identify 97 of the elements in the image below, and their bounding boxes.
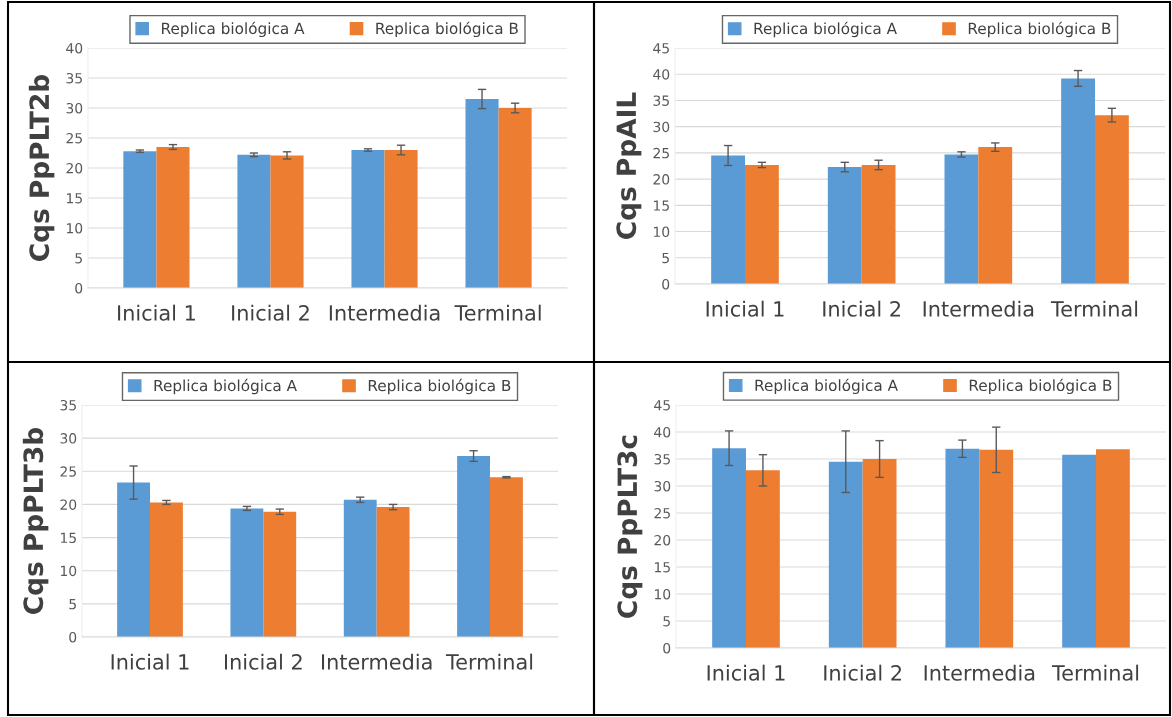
x-tick-label: Terminal (1051, 664, 1139, 681)
y-tick-label: 15 (60, 532, 76, 544)
x-tick-label: Inicial 1 (111, 653, 189, 670)
x-tick-label: Inicial 2 (224, 653, 302, 670)
y-tick-label: 0 (663, 642, 671, 654)
y-tick-label: 15 (66, 193, 82, 204)
y-tick-label: 25 (653, 147, 669, 159)
y-tick-label: 40 (654, 426, 671, 438)
bar (457, 456, 490, 637)
y-tick-label: 30 (66, 102, 83, 114)
bar (979, 449, 1014, 648)
y-tick-label: 35 (653, 95, 669, 106)
legend-label: Replica biológica B (969, 378, 1112, 395)
y-tick-label: 10 (66, 222, 83, 234)
x-tick-label: Inicial 2 (824, 664, 901, 681)
y-tick-label: 30 (653, 121, 670, 133)
y-tick-label: 10 (60, 565, 77, 577)
bar (498, 108, 532, 288)
bar (384, 150, 418, 288)
bar (490, 477, 523, 637)
x-tick-label: Intermedia (329, 304, 440, 321)
legend-label: Replica biológica A (154, 378, 297, 395)
bar (944, 154, 979, 284)
y-axis-title: Cqs PpPLT2b (28, 74, 55, 261)
bar (270, 155, 304, 288)
y-tick-label: 35 (654, 453, 670, 465)
bar (1061, 78, 1095, 284)
bar (263, 511, 297, 637)
y-tick-label: 5 (69, 599, 76, 610)
x-tick-label: Inicial 1 (706, 300, 784, 317)
y-tick-label: 20 (60, 499, 77, 510)
bar (862, 459, 897, 648)
y-tick-label: 20 (66, 162, 83, 174)
y-tick-label: 25 (60, 466, 76, 477)
bar (978, 147, 1013, 284)
x-tick-label: Intermedia (924, 664, 1035, 681)
y-tick-label: 15 (654, 562, 670, 573)
legend-label: Replica biológica B (368, 378, 511, 395)
y-axis-title: Cqs PpPLT3c (617, 435, 643, 618)
bar (1095, 115, 1129, 284)
y-axis-title: Cqs PpAIL (616, 92, 642, 239)
bar (230, 508, 264, 637)
bar (123, 151, 157, 288)
bar (711, 155, 745, 284)
bar (465, 99, 499, 288)
x-tick-label: Inicial 2 (823, 300, 900, 317)
x-tick-label: Intermedia (923, 300, 1034, 317)
y-tick-label: 45 (653, 43, 669, 54)
y-tick-label: 5 (75, 253, 82, 264)
legend-label: Replica biológica B (968, 21, 1111, 38)
x-tick-label: Inicial 2 (232, 304, 309, 321)
bar (156, 147, 190, 288)
y-axis-title: Cqs PpPLT3b (22, 427, 49, 614)
x-tick-label: Inicial 1 (707, 664, 785, 681)
x-tick-label: Inicial 1 (118, 304, 195, 321)
y-tick-label: 0 (69, 631, 77, 643)
x-tick-label: Terminal (454, 304, 541, 321)
y-tick-label: 30 (60, 433, 77, 444)
y-tick-label: 10 (654, 588, 671, 600)
bar (117, 482, 150, 637)
y-tick-label: 45 (654, 400, 670, 411)
bar (828, 461, 863, 648)
y-tick-label: 25 (654, 507, 670, 519)
y-tick-label: 0 (662, 278, 670, 290)
y-tick-label: 35 (60, 399, 76, 411)
bar (351, 150, 385, 288)
bar (1062, 454, 1096, 648)
y-tick-label: 30 (654, 480, 671, 492)
bar (712, 448, 746, 648)
x-tick-label: Terminal (445, 653, 533, 670)
legend-label: Replica biológica B (376, 21, 518, 38)
y-tick-label: 20 (653, 174, 670, 185)
bar (376, 507, 410, 637)
bar (150, 502, 183, 637)
y-tick-label: 10 (653, 226, 670, 238)
legend-label: Replica biológica A (755, 378, 898, 395)
bar (1096, 449, 1130, 648)
legend-label: Replica biológica A (754, 21, 897, 38)
bar (746, 470, 780, 648)
y-tick-label: 5 (663, 616, 670, 627)
y-tick-label: 15 (653, 200, 669, 211)
y-tick-label: 5 (662, 252, 669, 264)
y-tick-label: 40 (653, 69, 670, 80)
y-tick-label: 0 (75, 282, 83, 294)
bar (861, 164, 896, 284)
bar (745, 164, 779, 284)
y-tick-label: 25 (66, 132, 82, 144)
bar (827, 167, 862, 284)
x-tick-label: Terminal (1050, 300, 1138, 317)
bar (945, 448, 980, 648)
y-tick-label: 40 (66, 42, 83, 54)
legend-label: Replica biológica A (162, 21, 305, 38)
bar (237, 154, 271, 288)
y-tick-label: 20 (654, 534, 671, 546)
x-tick-label: Intermedia (322, 653, 432, 670)
bar (343, 499, 377, 637)
y-tick-label: 35 (66, 72, 82, 84)
